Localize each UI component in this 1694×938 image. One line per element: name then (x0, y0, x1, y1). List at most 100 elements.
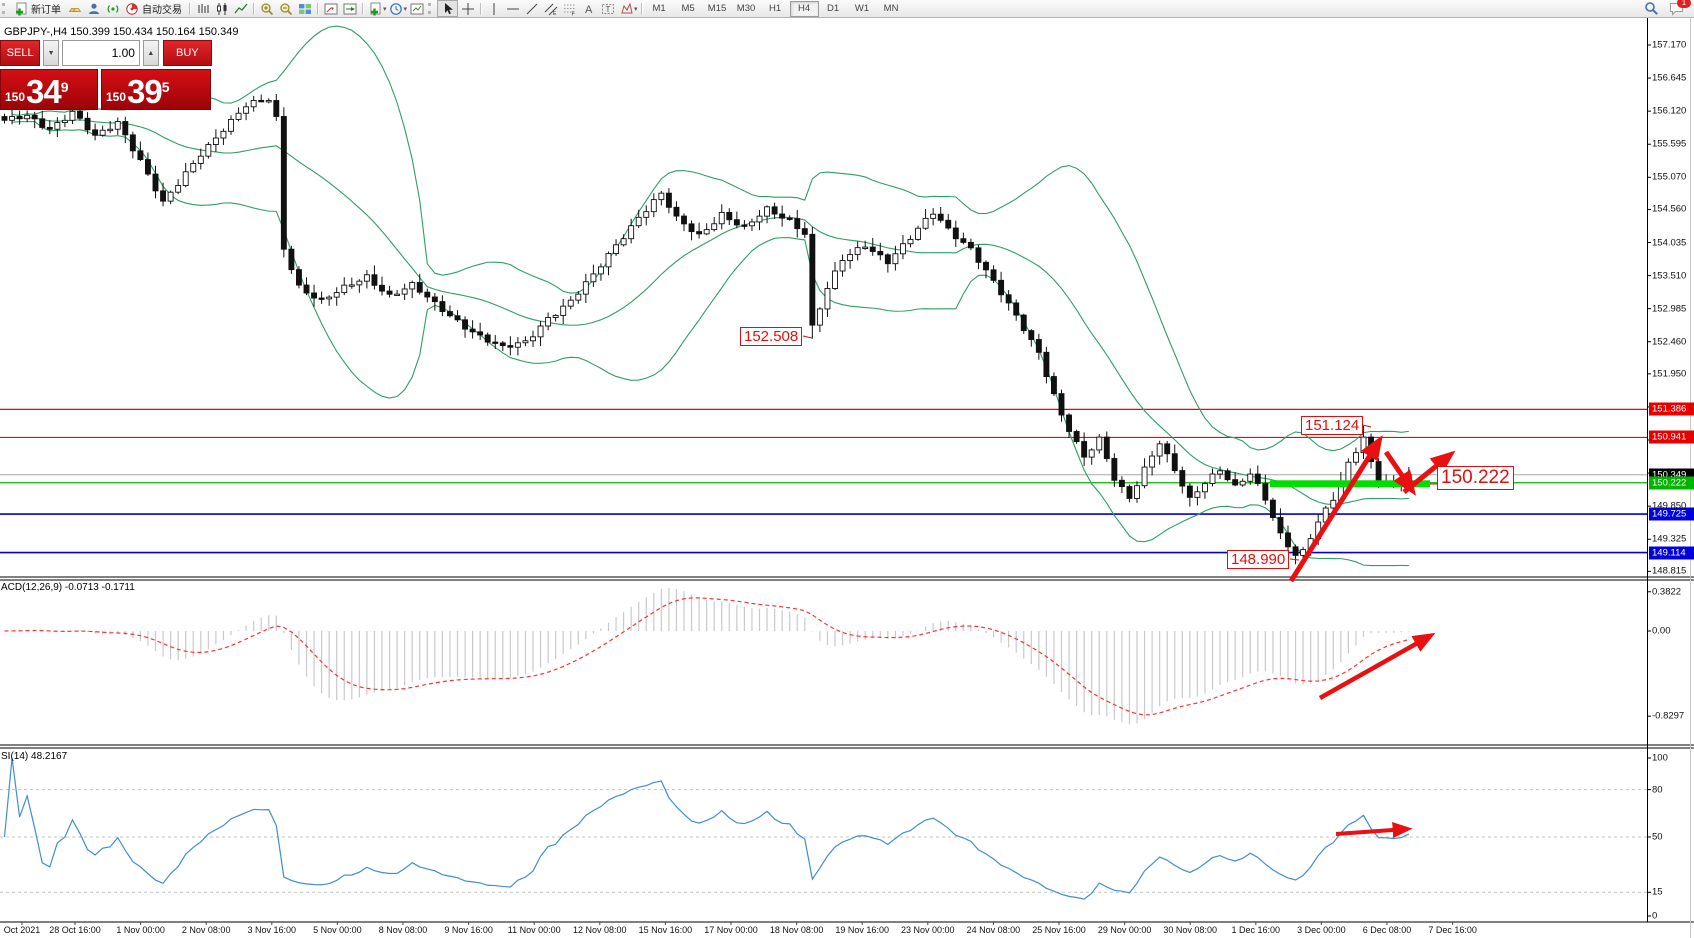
price-tick: 148.815 (1652, 565, 1687, 577)
price-tick: 157.170 (1652, 39, 1687, 51)
accounts-icon[interactable] (84, 1, 103, 16)
crosshair-icon[interactable] (458, 1, 477, 16)
chart-shift-icon[interactable] (321, 1, 340, 16)
trendline-icon[interactable] (522, 1, 541, 16)
auto-trading-icon[interactable] (122, 1, 141, 16)
timeframe-group: M1 M5 M15 M30 H1 H4 D1 W1 MN (645, 0, 906, 17)
price-callout[interactable]: 148.990 (1227, 550, 1290, 569)
timeframe-button-M1[interactable]: M1 (652, 3, 666, 14)
line-chart-icon[interactable] (231, 1, 250, 16)
volume-down-button[interactable]: ▼ (43, 40, 59, 66)
cursor-icon[interactable] (437, 0, 459, 17)
volume-up-button[interactable]: ▲ (142, 40, 159, 66)
time-tick: 29 Nov 00:00 (1097, 925, 1152, 935)
time-tick: 2 Nov 08:00 (181, 925, 231, 935)
gold-icon[interactable] (65, 1, 84, 16)
period-clock-icon[interactable] (387, 1, 406, 16)
price-callout[interactable]: 151.124 (1301, 416, 1364, 435)
one-click-trade-panel: SELL ▼ ▲ BUY 150 34 9 150 39 5 (0, 40, 213, 110)
ask-price-box[interactable]: 150 39 5 (101, 69, 211, 110)
search-icon[interactable] (1642, 1, 1661, 16)
price-callout[interactable]: 150.222 (1437, 466, 1514, 490)
bid-price-box[interactable]: 150 34 9 (0, 69, 98, 110)
time-tick: 1 Nov 00:00 (116, 925, 165, 935)
time-tick: 8 Nov 08:00 (378, 925, 428, 935)
rsi-tick: 100 (1652, 752, 1668, 764)
toolbar-separator (189, 2, 190, 15)
price-tick: 152.985 (1652, 303, 1687, 315)
price-badge: 149.725 (1649, 507, 1694, 521)
macd-tick: 0.3822 (1652, 586, 1682, 598)
shapes-icon[interactable] (617, 1, 636, 16)
auto-trading-button[interactable]: 自动交易 (142, 5, 182, 16)
price-tick: 156.120 (1652, 105, 1687, 117)
period-caret[interactable]: ▾ (403, 5, 408, 13)
rsi-indicator-label: SI(14) 48.2167 (1, 751, 68, 762)
price-tick: 156.645 (1652, 72, 1687, 84)
toolbar-separator (362, 2, 363, 15)
time-tick: 9 Nov 16:00 (444, 925, 493, 935)
bid-sup: 9 (60, 79, 69, 95)
timeframe-button-D1[interactable]: D1 (826, 3, 840, 14)
time-tick: 17 Nov 00:00 (704, 925, 758, 935)
timeframe-button-M5[interactable]: M5 (681, 3, 695, 14)
time-tick: 5 Nov 00:00 (313, 925, 362, 935)
price-tick: 151.950 (1652, 368, 1687, 380)
tile-windows-icon[interactable] (295, 1, 314, 16)
toolbar-separator (253, 2, 254, 15)
rsi-tick: 50 (1652, 831, 1663, 843)
toolbar-grip[interactable] (428, 3, 434, 14)
time-tick: 11 Nov 00:00 (507, 925, 561, 935)
volume-input[interactable] (61, 40, 140, 66)
timeframe-button-M30[interactable]: M30 (736, 3, 756, 14)
svg-text:E: E (553, 11, 557, 16)
price-callout[interactable]: 152.508 (740, 327, 803, 346)
bar-chart-icon[interactable] (193, 1, 212, 16)
zoom-in-icon[interactable] (257, 1, 276, 16)
time-tick: 6 Dec 08:00 (1362, 925, 1412, 935)
fibonacci-icon[interactable]: F (560, 1, 579, 16)
toolbar-separator (317, 2, 318, 15)
sell-button[interactable]: SELL (0, 40, 41, 66)
equidistant-channel-icon[interactable]: E (541, 1, 560, 16)
timeframe-button-M15[interactable]: M15 (707, 3, 727, 14)
candlestick-chart-icon[interactable] (212, 1, 231, 16)
chart-autoscroll-icon[interactable] (340, 1, 359, 16)
new-order-button[interactable]: 新订单 (31, 5, 61, 16)
svg-text:A: A (585, 4, 593, 16)
buy-button[interactable]: BUY (162, 40, 213, 66)
bid-big: 34 (26, 73, 62, 110)
price-tick: 154.035 (1652, 237, 1687, 248)
timeframe-button-H1[interactable]: H1 (768, 3, 782, 14)
zoom-out-icon[interactable] (276, 1, 295, 16)
price-tick: 152.460 (1652, 336, 1687, 348)
text-label-icon[interactable]: T (598, 1, 617, 16)
time-tick: 24 Nov 08:00 (966, 925, 1021, 935)
horizontal-line-icon[interactable] (503, 1, 522, 16)
chart-title: GBPJPY-,H4 150.399 150.434 150.164 150.3… (4, 26, 239, 38)
price-badge: 150.941 (1649, 430, 1694, 444)
macd-tick: -0.8297 (1652, 710, 1685, 722)
svg-text:T: T (605, 5, 610, 14)
text-icon[interactable]: A (579, 1, 598, 16)
price-tick: 149.325 (1652, 533, 1687, 545)
time-tick: 12 Nov 08:00 (573, 925, 627, 935)
template-icon[interactable] (407, 1, 426, 16)
timeframe-button-H4[interactable]: H4 (789, 0, 819, 17)
shapes-caret[interactable]: ▾ (634, 5, 638, 13)
price-badge: 149.114 (1649, 546, 1694, 560)
chat-icon[interactable]: 1 (1667, 0, 1691, 16)
timeframe-button-MN[interactable]: MN (883, 3, 899, 14)
price-tick: 155.070 (1652, 171, 1687, 183)
rsi-tick: 80 (1652, 784, 1663, 796)
vertical-line-icon[interactable] (484, 1, 503, 16)
ask-big: 39 (127, 73, 163, 110)
add-indicator-caret[interactable]: ▾ (383, 5, 387, 13)
new-order-icon[interactable] (11, 1, 30, 16)
signal-icon[interactable] (103, 1, 122, 16)
timeframe-button-W1[interactable]: W1 (854, 3, 870, 14)
add-indicator-icon[interactable] (366, 1, 385, 16)
toolbar-grip[interactable] (2, 3, 8, 14)
